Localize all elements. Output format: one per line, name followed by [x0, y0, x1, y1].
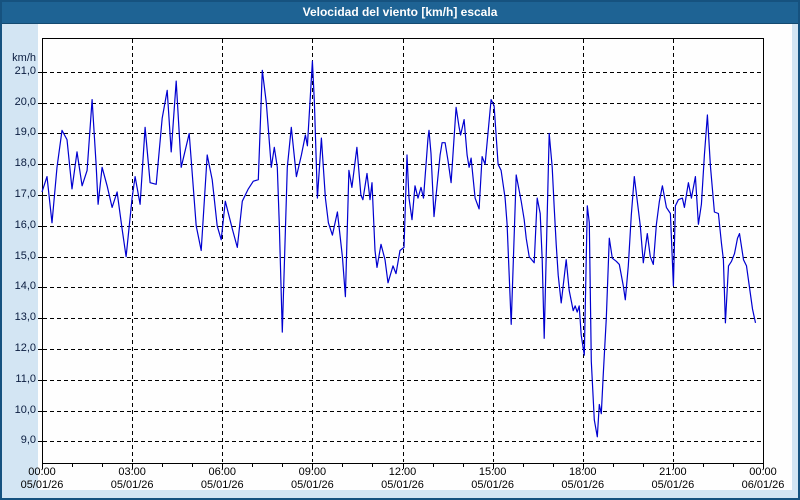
- x-tick-time: 12:00: [388, 466, 417, 478]
- x-tick-label: 09:00 05/01/26: [280, 466, 344, 492]
- plot-border: [42, 38, 764, 464]
- x-tick-time: 21:00: [659, 466, 687, 478]
- y-tick-label: 11,0: [15, 372, 36, 385]
- y-tick-label: 15,0: [14, 249, 36, 262]
- y-tick-label: 17,0: [14, 188, 36, 201]
- x-tick-time: 18:00: [568, 466, 597, 478]
- y-tick-label: 10,0: [14, 403, 36, 416]
- x-tick-date: 06/01/26: [741, 479, 785, 491]
- x-tick-date: 05/01/26: [110, 479, 154, 491]
- x-tick-time: 09:00: [298, 466, 327, 478]
- x-tick-label: 12:00 05/01/26: [371, 466, 435, 492]
- y-tick-label: 14,0: [14, 280, 36, 293]
- x-tick-time: 00:00: [28, 466, 56, 478]
- x-tick-date: 05/01/26: [381, 479, 424, 491]
- x-tick-date: 05/01/26: [651, 479, 695, 491]
- x-tick-date: 05/01/26: [290, 479, 334, 491]
- x-tick-label: 15:00 05/01/26: [461, 466, 525, 492]
- x-tick-date: 05/01/26: [561, 479, 605, 491]
- x-tick-time: 06:00: [208, 466, 237, 478]
- x-tick-label: 03:00 05/01/26: [100, 466, 164, 492]
- x-tick-label: 06:00 05/01/26: [190, 466, 254, 492]
- x-tick-date: 05/01/26: [471, 479, 515, 491]
- window-title: Velocidad del viento [km/h] escala: [302, 5, 498, 19]
- wind-speed-series-line: [41, 60, 757, 438]
- x-tick-time: 03:00: [118, 466, 146, 478]
- x-tick-date: 05/01/26: [200, 479, 244, 491]
- x-tick-time: 00:00: [749, 466, 777, 478]
- x-tick-label: 21:00 05/01/26: [641, 466, 705, 492]
- x-tick-date: 05/01/26: [20, 479, 64, 491]
- y-tick-label: 9,0: [20, 434, 36, 447]
- y-tick-label: 21,0: [14, 64, 36, 77]
- y-tick-label: 18,0: [14, 157, 36, 170]
- x-tick-label: 00:00 06/01/26: [731, 466, 795, 492]
- x-tick-time: 15:00: [478, 466, 507, 478]
- y-axis-unit-label: km/h: [12, 52, 36, 64]
- y-tick-label: 20,0: [14, 95, 36, 108]
- y-tick-label: 16,0: [14, 218, 36, 231]
- window-titlebar: Velocidad del viento [km/h] escala: [2, 2, 798, 24]
- y-tick-label: 12,0: [14, 342, 36, 355]
- x-tick-label: 18:00 05/01/26: [551, 466, 615, 492]
- y-tick-label: 13,0: [14, 311, 36, 324]
- x-tick-label: 00:00 05/01/26: [10, 466, 74, 492]
- y-tick-label: 19,0: [14, 126, 36, 139]
